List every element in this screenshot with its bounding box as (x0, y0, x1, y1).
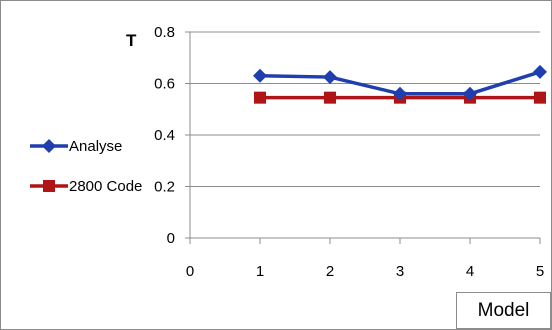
x-tick-label: 3 (396, 263, 404, 280)
legend-label: Analyse (69, 138, 122, 155)
x-tick-label: 0 (186, 263, 194, 280)
y-tick-label: 0.2 (154, 179, 175, 196)
legend-item: Analyse (30, 138, 122, 155)
data-point (533, 64, 547, 79)
series-group (253, 64, 547, 104)
gridlines (190, 31, 540, 187)
y-tick-label: 0.4 (154, 127, 175, 144)
legend: Analyse 2800 Code (30, 138, 142, 195)
legend-marker (43, 180, 55, 192)
data-point (254, 91, 266, 104)
y-tick-label: 0.8 (154, 24, 175, 41)
x-tick-label: 2 (326, 263, 334, 280)
series-analyse (253, 64, 547, 101)
y-tick-label: 0 (167, 230, 175, 247)
axes: 0 0.2 0.4 0.6 0.8 0 1 2 3 4 5 (154, 24, 544, 280)
x-tick-label: 4 (466, 263, 474, 280)
data-point (253, 68, 267, 83)
legend-item: 2800 Code (30, 178, 142, 195)
data-point (323, 70, 337, 85)
x-axis-label: Model (477, 300, 530, 321)
y-axis-label: T (126, 31, 137, 50)
data-point (393, 86, 407, 101)
x-axis-label-box: Model (456, 292, 551, 329)
y-tick-label: 0.6 (154, 76, 175, 93)
data-point (324, 91, 336, 104)
legend-label: 2800 Code (69, 178, 142, 195)
legend-marker (42, 139, 56, 153)
data-point (463, 86, 477, 101)
x-tick-label: 1 (256, 263, 264, 280)
data-point (534, 91, 546, 104)
x-tick-label: 5 (536, 263, 544, 280)
